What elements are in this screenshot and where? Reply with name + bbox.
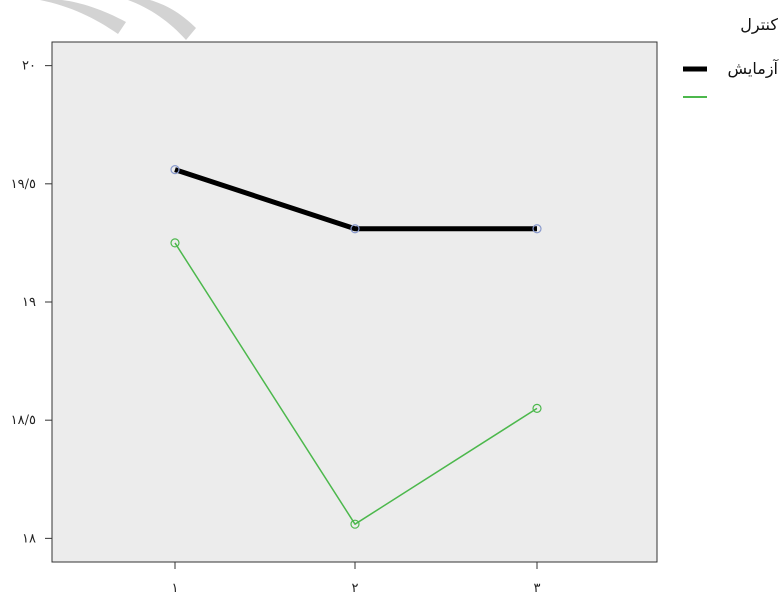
data-point [170, 165, 180, 175]
data-point [350, 224, 360, 234]
y-tick-label: ١٨ [22, 531, 36, 546]
data-point [350, 519, 360, 529]
legend: کنترل آزمایش [683, 15, 780, 98]
series-line [174, 167, 537, 232]
y-tick-label: ١٩/٥ [11, 177, 36, 192]
y-tick-label: ١٩ [22, 295, 36, 310]
watermark-decoration [40, 0, 196, 40]
legend-label: کنترل [740, 15, 778, 35]
y-tick-label: ٢٠ [22, 59, 36, 74]
data-point [532, 403, 542, 413]
watermark-shape [40, 0, 126, 34]
series-layer [170, 165, 542, 529]
x-tick-label: ٣ [534, 581, 541, 595]
watermark-shape [128, 0, 196, 40]
x-tick-label: ٢ [352, 581, 359, 595]
y-tick-label: ١٨/٥ [11, 413, 36, 428]
series-line [174, 242, 538, 525]
data-point [532, 224, 542, 234]
axes: ١٨ ١٨/٥ ١٩ ١٩/٥ ٢٠ ١ ٢ ٣ [11, 59, 541, 595]
x-tick-label: ١ [172, 581, 179, 595]
plot-frame [51, 41, 658, 563]
legend-label: آزمایش [728, 59, 780, 79]
data-point [170, 238, 180, 248]
